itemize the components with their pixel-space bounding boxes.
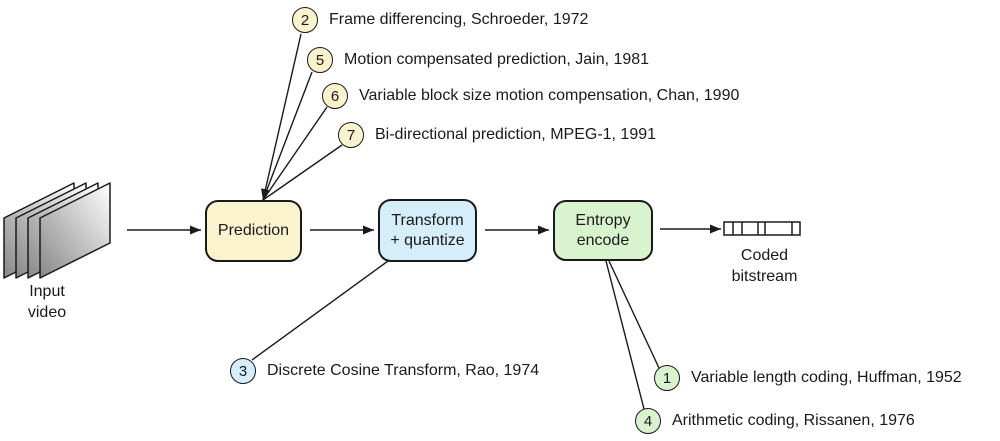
stage-entropy-encode: Entropy encode — [553, 200, 653, 261]
note-text: Variable length coding, Huffman, 1952 — [691, 369, 962, 386]
note-text: Frame differencing, Schroeder, 1972 — [329, 11, 589, 28]
note-number-badge: 6 — [322, 83, 348, 109]
coded-bitstream-label: Coded bitstream — [731, 247, 798, 285]
leader-entropy-to-note1 — [608, 260, 660, 369]
note-number: 4 — [643, 412, 653, 430]
note-variable-block-size: 6 Variable block size motion compensatio… — [322, 83, 739, 109]
note-number-badge: 3 — [230, 358, 256, 384]
note-number-badge: 7 — [338, 122, 364, 148]
note-number: 5 — [315, 51, 325, 69]
leader-note6-to-prediction — [262, 106, 328, 201]
note-number: 7 — [346, 126, 356, 144]
leader-note2-to-prediction — [261, 33, 302, 201]
note-number-badge: 1 — [654, 365, 680, 391]
note-number: 3 — [238, 362, 248, 380]
note-number: 2 — [300, 11, 310, 29]
note-arithmetic-coding: 4 Arithmetic coding, Rissanen, 1976 — [635, 408, 915, 434]
stage-prediction-label: Prediction — [217, 222, 290, 239]
stage-prediction: Prediction — [205, 200, 302, 262]
note-discrete-cosine-transform: 3 Discrete Cosine Transform, Rao, 1974 — [230, 358, 539, 384]
leader-note7-to-prediction — [262, 144, 343, 201]
leader-transform-to-note3 — [251, 260, 389, 361]
note-number-badge: 2 — [292, 7, 318, 33]
note-text: Motion compensated prediction, Jain, 198… — [344, 51, 650, 68]
note-number: 6 — [330, 87, 340, 105]
note-motion-compensated-prediction: 5 Motion compensated prediction, Jain, 1… — [307, 47, 649, 73]
stage-transform-quantize: Transform + quantize — [378, 199, 477, 262]
note-text: Arithmetic coding, Rissanen, 1976 — [672, 412, 915, 429]
note-number-badge: 5 — [307, 47, 333, 73]
stage-entropy-encode-label: Entropy encode — [575, 211, 631, 249]
input-video-frames-icon — [3, 182, 111, 279]
note-frame-differencing: 2 Frame differencing, Schroeder, 1972 — [292, 7, 588, 33]
note-text: Variable block size motion compensation,… — [359, 87, 740, 104]
note-text: Discrete Cosine Transform, Rao, 1974 — [267, 362, 540, 379]
stage-transform-quantize-label: Transform + quantize — [390, 211, 465, 249]
note-bidirectional-prediction: 7 Bi-directional prediction, MPEG-1, 199… — [338, 122, 656, 148]
leader-note5-to-prediction — [262, 71, 313, 201]
note-number-badge: 4 — [635, 408, 661, 434]
note-number: 1 — [662, 369, 672, 387]
leader-entropy-to-note4 — [605, 260, 645, 410]
coded-bitstream-icon — [723, 221, 801, 236]
input-video-label: Input video — [27, 283, 67, 321]
note-variable-length-coding: 1 Variable length coding, Huffman, 1952 — [654, 365, 962, 391]
note-text: Bi-directional prediction, MPEG-1, 1991 — [375, 126, 657, 143]
